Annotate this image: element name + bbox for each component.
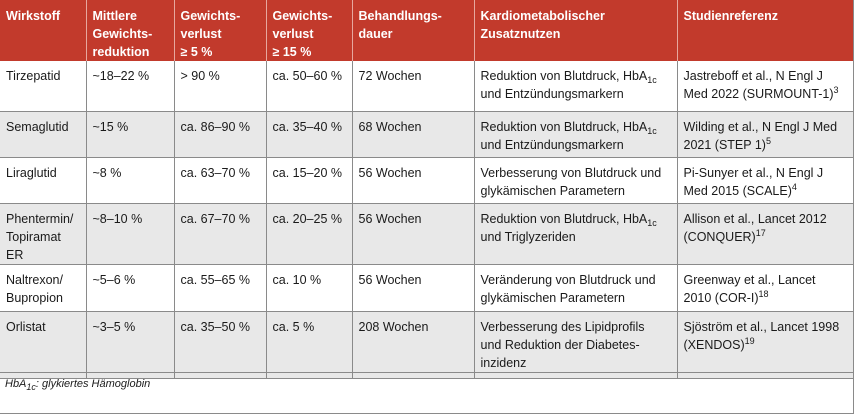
cell-referenz: Sjöström et al., Lancet 1998 (XENDOS)19 — [677, 311, 854, 379]
cell-referenz: Jastreboff et al., N Engl J Med 2022 (SU… — [677, 61, 854, 112]
cell-referenz: Pi-Sunyer et al., N Engl J Med 2015 (SCA… — [677, 157, 854, 204]
table-row: Tirzepatid ~18–22 % > 90 % ca. 50–60 % 7… — [0, 61, 854, 112]
cell-verlust-5: ca. 86–90 % — [174, 111, 267, 158]
cell-dauer: 56 Wochen — [352, 264, 475, 312]
cell-verlust-5: ca. 35–50 % — [174, 311, 267, 379]
cell-nutzen: Verbesserung des Lipidprofils und Redukt… — [474, 311, 678, 379]
cell-referenz: Wilding et al., N Engl J Med 2021 (STEP … — [677, 111, 854, 158]
cell-reduktion: ~15 % — [86, 111, 175, 158]
cell-wirkstoff: Semaglutid — [0, 111, 87, 158]
header-verlust-5: Gewichts- verlust ≥ 5 % — [174, 0, 267, 61]
header-wirkstoff: Wirkstoff — [0, 0, 87, 61]
cell-wirkstoff: Phentermin/ Topiramat ER — [0, 203, 87, 265]
table-row: Liraglutid ~8 % ca. 63–70 % ca. 15–20 % … — [0, 157, 854, 204]
cell-verlust-15: ca. 50–60 % — [266, 61, 353, 112]
cell-wirkstoff: Orlistat — [0, 311, 87, 379]
table-row: Orlistat ~3–5 % ca. 35–50 % ca. 5 % 208 … — [0, 311, 854, 379]
cell-reduktion: ~3–5 % — [86, 311, 175, 379]
cell-reduktion: ~8 % — [86, 157, 175, 204]
header-studienreferenz: Studienreferenz — [677, 0, 854, 61]
cell-wirkstoff: Naltrexon/ Bupropion — [0, 264, 87, 312]
cell-wirkstoff: Tirzepatid — [0, 61, 87, 112]
header-verlust-15: Gewichts- verlust ≥ 15 % — [266, 0, 353, 61]
cell-nutzen: Reduktion von Blutdruck, HbA1c und Entzü… — [474, 111, 678, 158]
cell-dauer: 56 Wochen — [352, 157, 475, 204]
cell-verlust-15: ca. 5 % — [266, 311, 353, 379]
cell-nutzen: Verbesserung von Blutdruck und glykämisc… — [474, 157, 678, 204]
table-row: Naltrexon/ Bupropion ~5–6 % ca. 55–65 % … — [0, 264, 854, 312]
cell-verlust-15: ca. 20–25 % — [266, 203, 353, 265]
cell-verlust-5: ca. 67–70 % — [174, 203, 267, 265]
header-zusatznutzen: Kardiometabolischer Zusatznutzen — [474, 0, 678, 61]
header-behandlungsdauer: Behandlungs- dauer — [352, 0, 475, 61]
cell-reduktion: ~5–6 % — [86, 264, 175, 312]
cell-verlust-15: ca. 10 % — [266, 264, 353, 312]
cell-verlust-15: ca. 15–20 % — [266, 157, 353, 204]
cell-dauer: 208 Wochen — [352, 311, 475, 379]
cell-dauer: 68 Wochen — [352, 111, 475, 158]
cell-nutzen: Veränderung von Blutdruck und glykämisch… — [474, 264, 678, 312]
cell-reduktion: ~8–10 % — [86, 203, 175, 265]
cell-referenz: Allison et al., Lancet 2012 (CONQUER)17 — [677, 203, 854, 265]
cell-verlust-5: > 90 % — [174, 61, 267, 112]
cell-dauer: 56 Wochen — [352, 203, 475, 265]
header-mittlere-reduktion: Mittlere Gewichts- reduktion — [86, 0, 175, 61]
cell-nutzen: Reduktion von Blutdruck, HbA1c und Entzü… — [474, 61, 678, 112]
cell-referenz: Greenway et al., Lancet 2010 (COR-I)18 — [677, 264, 854, 312]
table-footnote: HbA1c: glykiertes Hämoglobin — [5, 378, 151, 392]
cell-verlust-15: ca. 35–40 % — [266, 111, 353, 158]
table-bottom-rule — [0, 372, 854, 373]
header-row: Wirkstoff Mittlere Gewichts- reduktion G… — [0, 0, 854, 61]
drug-comparison-table: Wirkstoff Mittlere Gewichts- reduktion G… — [0, 0, 854, 379]
cell-verlust-5: ca. 55–65 % — [174, 264, 267, 312]
cell-wirkstoff: Liraglutid — [0, 157, 87, 204]
table-row: Semaglutid ~15 % ca. 86–90 % ca. 35–40 %… — [0, 111, 854, 158]
cell-verlust-5: ca. 63–70 % — [174, 157, 267, 204]
cell-dauer: 72 Wochen — [352, 61, 475, 112]
cell-nutzen: Reduktion von Blutdruck, HbA1c und Trigl… — [474, 203, 678, 265]
table-row: Phentermin/ Topiramat ER ~8–10 % ca. 67–… — [0, 203, 854, 265]
cell-reduktion: ~18–22 % — [86, 61, 175, 112]
